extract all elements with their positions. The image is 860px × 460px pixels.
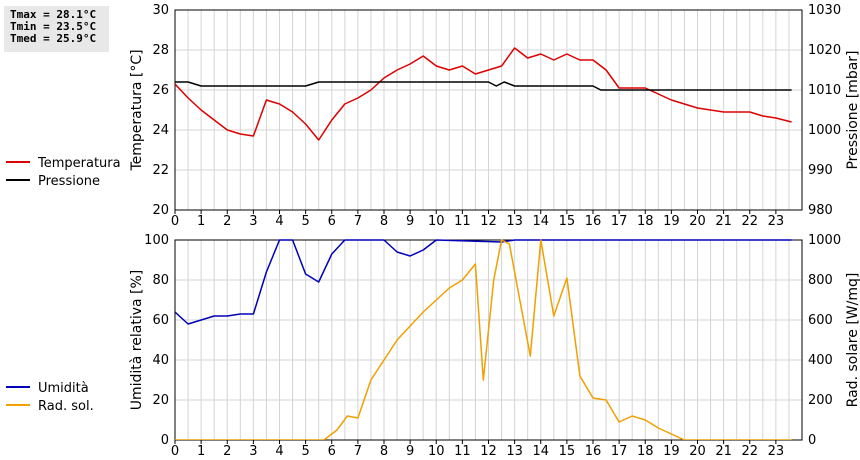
panel2-ytick-left: 40 [152, 353, 169, 368]
stat-tmed: Tmed = 25.9°C [10, 32, 97, 45]
panel2-xtick: 2 [223, 444, 231, 459]
panel1-series-pressione [175, 81, 792, 91]
panel1-xtick: 6 [328, 214, 336, 229]
panel2-xtick: 7 [354, 444, 362, 459]
panel1-xtick: 13 [506, 214, 523, 229]
panel1-legend-label: Temperatura [37, 156, 121, 171]
panel1-xtick: 16 [585, 214, 602, 229]
panel1-xtick: 10 [428, 214, 445, 229]
panel1-ytick-right: 990 [808, 163, 833, 178]
panel1-ytick-right: 980 [808, 203, 833, 218]
panel1-series-temperatura [175, 47, 792, 141]
panel2-xtick: 12 [480, 444, 497, 459]
panel1-xtick: 11 [454, 214, 471, 229]
panel2-series-rad-sol [175, 239, 792, 440]
panel1-ytick-right: 1020 [808, 43, 841, 58]
panel2-xtick: 15 [559, 444, 576, 459]
panel2-xtick: 11 [454, 444, 471, 459]
panel2-xtick: 6 [328, 444, 336, 459]
panel2-xtick: 17 [611, 444, 628, 459]
panel2-ytick-right: 200 [808, 393, 833, 408]
panel2-legend-label: Umidità [38, 381, 89, 396]
panel2-ytick-right: 400 [808, 353, 833, 368]
panel1-xtick: 8 [380, 214, 388, 229]
panel1-legend-label: Pressione [38, 174, 100, 189]
panel2-xtick: 9 [406, 444, 414, 459]
panel1-xtick: 20 [689, 214, 706, 229]
panel2-legend-label: Rad. sol. [38, 399, 94, 414]
panel1-xtick: 1 [197, 214, 205, 229]
panel1-xtick: 15 [559, 214, 576, 229]
panel2-ytick-right: 600 [808, 313, 833, 328]
panel2-xtick: 18 [637, 444, 654, 459]
panel1-ytick-left: 30 [152, 3, 169, 18]
panel1-xtick: 21 [715, 214, 732, 229]
panel1-xtick: 12 [480, 214, 497, 229]
panel1-ylabel-left: Temperatura [°C] [129, 49, 145, 171]
panel2-xtick: 4 [275, 444, 283, 459]
panel2-ytick-right: 800 [808, 273, 833, 288]
panel1-xtick: 7 [354, 214, 362, 229]
panel2-xtick: 10 [428, 444, 445, 459]
panel1-xtick: 19 [663, 214, 680, 229]
panel1-ytick-left: 24 [152, 123, 169, 138]
panel2-xtick: 3 [249, 444, 257, 459]
panel1-xtick: 9 [406, 214, 414, 229]
panel2-ytick-left: 80 [152, 273, 169, 288]
panel2-xtick: 21 [715, 444, 732, 459]
panel1-xtick: 14 [532, 214, 549, 229]
panel2-ytick-left: 100 [144, 233, 169, 248]
panel1-ytick-right: 1000 [808, 123, 841, 138]
panel2-ytick-left: 20 [152, 393, 169, 408]
panel2-ylabel-left: Umidità relativa [%] [129, 270, 145, 411]
panel2-xtick: 5 [301, 444, 309, 459]
stats-box: Tmax = 28.1°C Tmin = 23.5°C Tmed = 25.9°… [4, 6, 109, 52]
panel1-xtick: 4 [275, 214, 283, 229]
panel2-xtick: 0 [171, 444, 179, 459]
panel1-xtick: 23 [768, 214, 785, 229]
panel2-ytick-left: 0 [161, 433, 169, 448]
panel1-ytick-left: 22 [152, 163, 169, 178]
panel1-xtick: 18 [637, 214, 654, 229]
panel1-xtick: 22 [741, 214, 758, 229]
stat-tmin: Tmin = 23.5°C [10, 20, 97, 33]
panel1-ytick-left: 26 [152, 83, 169, 98]
panel1-xtick: 3 [249, 214, 257, 229]
panel2-xtick: 23 [768, 444, 785, 459]
panel1-ytick-left: 20 [152, 203, 169, 218]
panel2-frame [174, 239, 803, 441]
panel2-xtick: 13 [506, 444, 523, 459]
panel1-ylabel-right: Pressione [mbar] [845, 50, 860, 169]
panel1-ytick-right: 1030 [808, 3, 841, 18]
panel1-ytick-right: 1010 [808, 83, 841, 98]
panel2-ytick-right: 1000 [808, 233, 841, 248]
panel2-ylabel-right: Rad. solare [W/mq] [845, 273, 860, 408]
panel1-xtick: 0 [171, 214, 179, 229]
panel1-frame [174, 9, 803, 211]
panel2-xtick: 20 [689, 444, 706, 459]
panel1-ytick-left: 28 [152, 43, 169, 58]
panel1-xtick: 17 [611, 214, 628, 229]
panel2-series-umidit [175, 239, 792, 325]
stat-tmax: Tmax = 28.1°C [10, 8, 97, 21]
panel2-xtick: 22 [741, 444, 758, 459]
panel2-xtick: 16 [585, 444, 602, 459]
panel2-xtick: 8 [380, 444, 388, 459]
panel2-xtick: 14 [532, 444, 549, 459]
panel1-xtick: 2 [223, 214, 231, 229]
panel2-ytick-right: 0 [808, 433, 816, 448]
panel1-xtick: 5 [301, 214, 309, 229]
panel2-xtick: 19 [663, 444, 680, 459]
panel2-xtick: 1 [197, 444, 205, 459]
panel2-ytick-left: 60 [152, 313, 169, 328]
